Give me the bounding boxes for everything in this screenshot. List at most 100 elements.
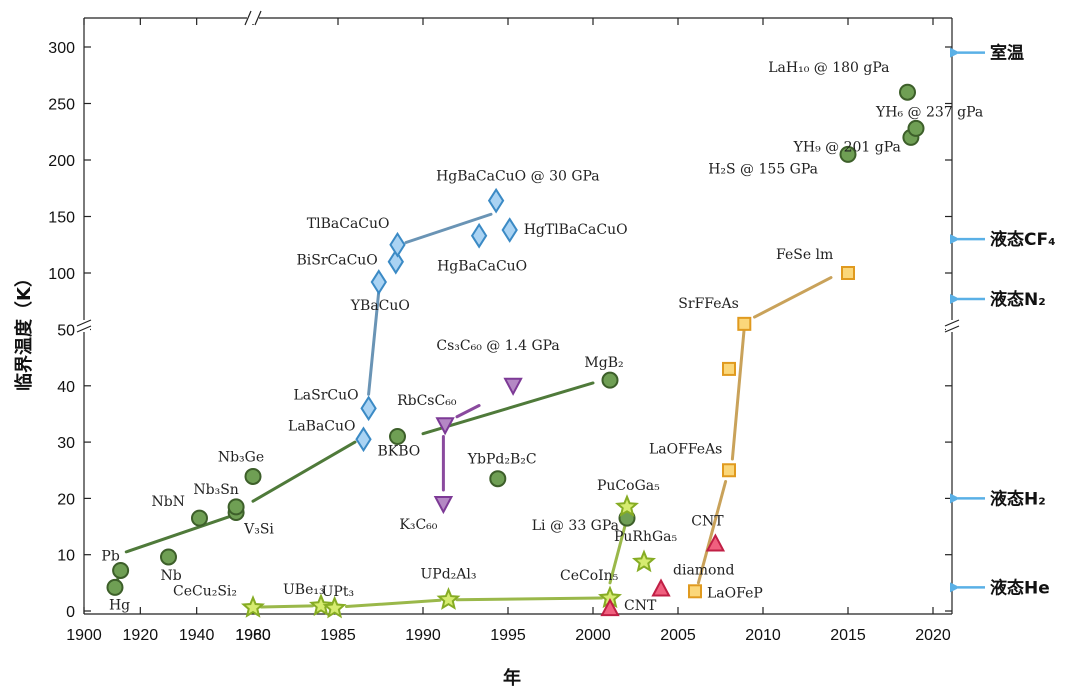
data-label-conventional: YH₆ @ 237 gPa [875,104,983,120]
marker-conventional [190,509,208,527]
y-tick-label: 40 [57,379,75,396]
data-markers [106,83,925,619]
connector-cuprates [404,212,493,244]
marker-iron-based [722,463,736,478]
data-label-heavy-fermion: CeCu₂Si₂ [173,584,237,600]
data-label-conventional: BKBO [378,443,421,459]
data-label-heavy-fermion: PuRhGa₅ [614,529,678,545]
data-label-cuprates: BiSrCaCuO [296,253,377,269]
reference-label: 液态H₂ [990,488,1046,509]
marker-cuprates [355,426,372,453]
marker-conventional [489,470,507,488]
x-tick-label: 1900 [66,627,102,644]
data-label-iron-based: LaOFeP [707,585,763,601]
x-tick-label: 2010 [745,627,781,644]
marker-cuprates [487,187,505,214]
data-label-conventional: LaH₁₀ @ 180 gPa [768,60,889,76]
data-label-conventional: H₂S @ 155 GPa [708,161,818,177]
data-label-conventional: V₃Si [243,521,274,537]
data-label-conventional: YbPd₂B₂C [467,452,537,468]
x-tick-label: 1990 [405,627,441,644]
marker-conventional [106,578,124,596]
marker-cuprates [360,395,377,422]
marker-cuprates [389,231,406,258]
connector-conventional [124,513,235,554]
connector-heavy-fermion [345,598,442,608]
x-tick-label: 2020 [915,627,951,644]
marker-heavy-fermion [632,549,656,573]
data-label-carbon: CNT [691,513,724,529]
y-tick-label: 200 [48,153,75,170]
marker-carbon [600,598,620,617]
x-tick-label: 1985 [320,627,356,644]
x-tick-label: 2000 [575,627,611,644]
x-tick-label: 1995 [490,627,526,644]
data-label-conventional: Pb [101,548,119,564]
data-label-cuprates: HgTlBaCaCuO [524,222,628,238]
data-label-heavy-fermion: CeCoIn₅ [560,568,619,584]
data-label-conventional: NbN [151,494,184,510]
data-labels: Hg Pb Nb NbN V₃Si Nb₃Sn Nb₃Ge BKBO YbPd₂B₂C MgB₂ L… [101,60,983,614]
data-label-conventional: Li @ 33 GPa [532,518,619,534]
x-tick-label: 1920 [123,627,159,644]
connector-iron-based [696,480,728,585]
marker-cuprates [470,222,488,249]
y-tick-label: 150 [48,210,75,227]
data-label-cuprates: LaSrCuO [293,387,358,403]
y-tick-label: 10 [57,548,75,565]
data-label-conventional: Nb [161,568,182,584]
marker-heavy-fermion [241,594,265,618]
data-label-fullerides: Cs₃C₆₀ @ 1.4 GPa [436,338,559,354]
data-label-conventional: Hg [109,597,130,613]
marker-iron-based [722,361,736,376]
connector-heavy-fermion [455,596,603,602]
data-label-cuprates: HgBaCaCuO [437,259,527,275]
data-label-cuprates: TlBaCaCuO [307,216,390,232]
marker-conventional [907,119,925,137]
data-label-carbon: CNT [624,598,657,614]
marker-conventional [112,561,130,579]
data-label-iron-based: SrFFeAs [678,296,739,312]
connector-iron-based [730,325,746,461]
marker-fullerides [503,377,523,396]
data-label-iron-based: FeSe lm [776,247,833,263]
data-label-carbon: diamond [673,562,735,578]
data-label-conventional: YH₉ @ 201 gPa [793,139,901,155]
data-label-heavy-fermion: UPt₃ [322,584,354,600]
marker-heavy-fermion [309,593,333,617]
marker-fullerides [433,496,454,515]
y-axis-break-right [944,319,960,333]
marker-conventional [601,371,619,389]
marker-heavy-fermion [322,595,347,619]
data-label-cuprates: YBaCuO [350,298,410,314]
connector-conventional [421,381,595,436]
x-tick-label: 2005 [660,627,696,644]
x-tick-label: 1940 [179,627,215,644]
x-tick-label: 1980 [235,627,271,644]
y-tick-label: 250 [48,97,75,114]
y-tick-label: 100 [48,266,75,283]
reference-label: 液态He [990,577,1050,598]
marker-conventional [389,427,406,445]
marker-carbon [651,578,671,597]
connector-cuprates [367,289,381,396]
marker-fullerides [435,417,455,436]
data-label-conventional: MgB₂ [584,355,623,371]
reference-label: 液态N₂ [990,289,1046,310]
marker-iron-based [688,584,702,599]
data-label-conventional: Nb₃Ge [218,449,264,465]
connector-heavy-fermion [260,604,314,609]
data-label-heavy-fermion: UBe₁₃ [283,582,325,598]
y-tick-label: 0 [66,604,75,621]
data-label-iron-based: LaOFFeAs [649,441,722,457]
y-tick-label: 50 [57,323,75,340]
connector-heavy-fermion [608,516,629,585]
marker-conventional [227,498,245,516]
y-tick-label: 300 [48,40,75,57]
y-axis-title: 临界温度（K） [13,269,35,391]
y-tick-label: 30 [57,435,75,452]
data-label-fullerides: RbCsC₆₀ [397,393,457,409]
